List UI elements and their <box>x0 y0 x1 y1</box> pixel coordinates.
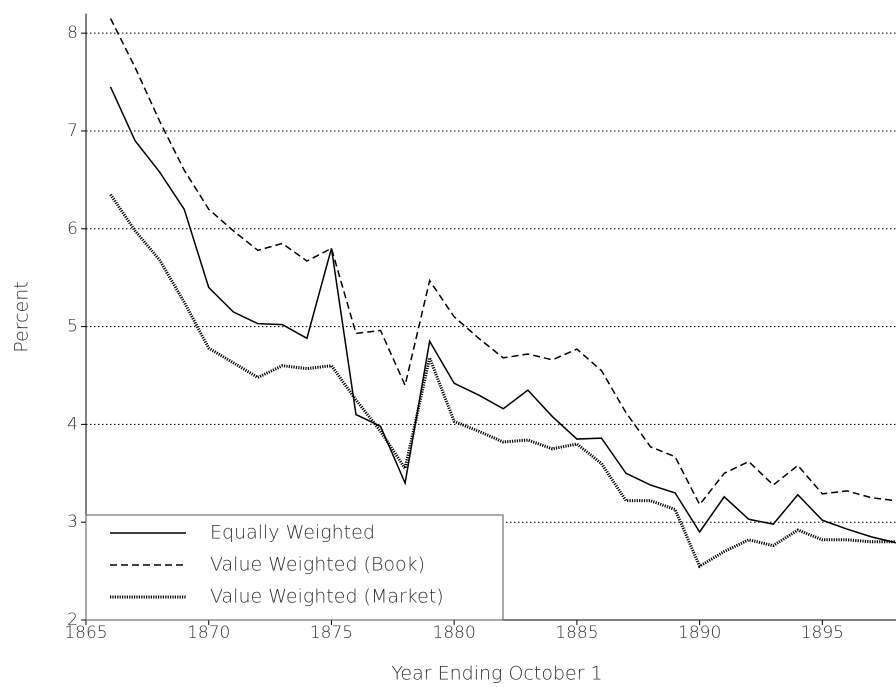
y-tick-label: 2 <box>67 610 78 630</box>
y-tick-label: 8 <box>67 23 78 43</box>
y-tick-label: 4 <box>67 414 78 434</box>
y-tick-label: 3 <box>67 512 78 532</box>
legend-label: Value Weighted (Book) <box>210 554 425 576</box>
x-tick-label: 1870 <box>187 623 230 643</box>
x-tick-label: 1865 <box>64 623 107 643</box>
legend-label: Equally Weighted <box>210 522 375 544</box>
x-tick-label: 1895 <box>801 623 844 643</box>
series-line <box>109 193 896 569</box>
y-tick-label: 7 <box>67 121 78 141</box>
y-tick-label: 5 <box>67 317 78 337</box>
y-axis-label: Percent <box>11 281 33 353</box>
x-tick-label: 1885 <box>555 623 598 643</box>
legend-label: Value Weighted (Market) <box>210 586 444 608</box>
x-tick-label: 1875 <box>310 623 353 643</box>
y-tick-label: 6 <box>67 219 78 239</box>
series-line <box>109 86 896 544</box>
x-axis-label: Year Ending October 1 <box>391 663 602 685</box>
series-line <box>109 18 896 506</box>
x-tick-label: 1890 <box>678 623 721 643</box>
x-tick-label: 1880 <box>433 623 476 643</box>
